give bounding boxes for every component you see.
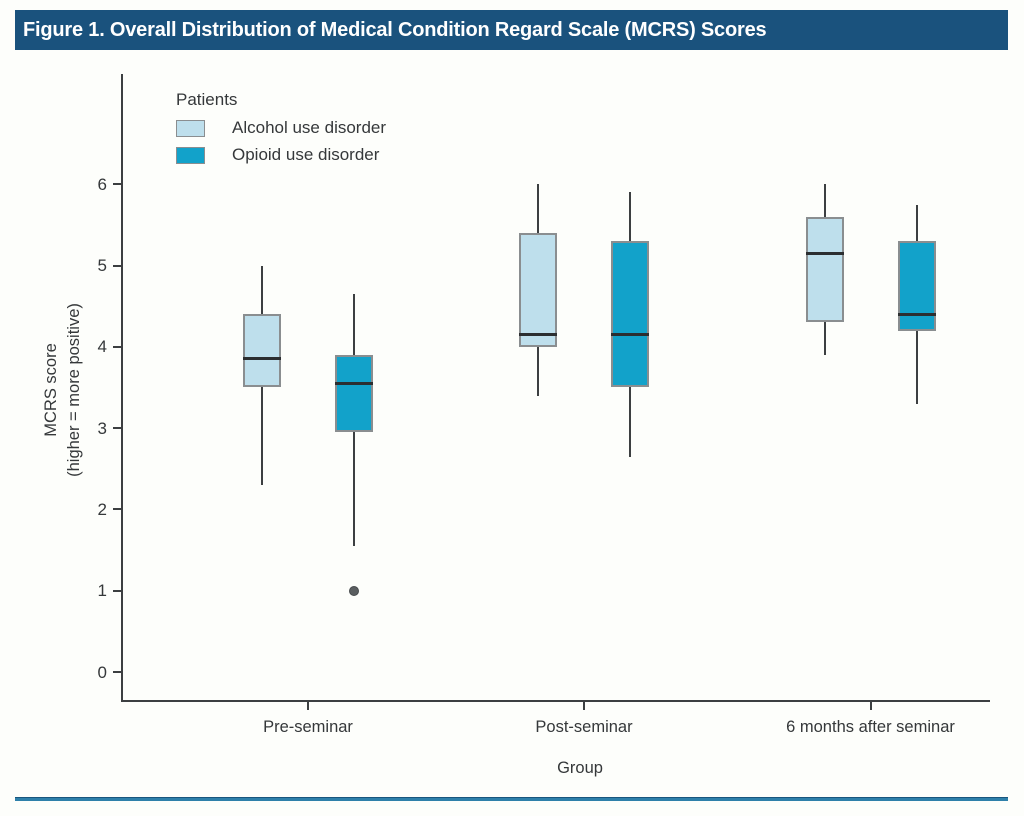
figure-title-banner: Figure 1. Overall Distribution of Medica…: [15, 10, 1008, 50]
boxplot-box: [805, 216, 844, 323]
y-tick-label: 6: [97, 174, 107, 194]
y-tick-mark: [113, 264, 121, 267]
y-axis-title-line1: MCRS score: [42, 343, 60, 437]
median-line: [897, 312, 936, 316]
y-tick-label: 1: [97, 581, 107, 601]
x-tick-mark: [583, 702, 585, 710]
opioid-swatch-icon: [176, 146, 205, 164]
y-tick-mark: [113, 508, 121, 511]
y-axis-title: MCRS score (higher = more positive): [40, 303, 86, 477]
median-line: [805, 251, 844, 255]
y-tick-label: 2: [97, 499, 107, 519]
y-tick-mark: [113, 671, 121, 673]
y-tick-mark: [113, 183, 121, 186]
outlier-point: [349, 585, 359, 596]
legend: Patients Alcohol use disorder Opioid use…: [176, 89, 386, 165]
median-line: [243, 357, 281, 361]
y-axis-title-line2: (higher = more positive): [65, 303, 83, 477]
x-axis-title: Group: [557, 759, 603, 777]
legend-item-opioid: Opioid use disorder: [176, 145, 386, 165]
figure-title: Figure 1. Overall Distribution of Medica…: [23, 18, 767, 41]
x-category-label: Post-seminar: [535, 718, 633, 736]
legend-item-alcohol: Alcohol use disorder: [176, 118, 386, 138]
alcohol-swatch-icon: [176, 119, 205, 137]
y-tick-mark: [113, 427, 121, 430]
median-line: [335, 381, 373, 385]
x-tick-mark: [307, 702, 309, 710]
legend-label-opioid: Opioid use disorder: [232, 145, 380, 164]
y-tick-mark: [113, 589, 121, 592]
bottom-rule: [15, 797, 1008, 801]
y-tick-label: 3: [97, 418, 107, 438]
y-tick-label: 4: [97, 337, 107, 357]
boxplot-box: [243, 314, 281, 388]
median-line: [611, 333, 649, 337]
boxplot-box: [897, 241, 936, 331]
boxplot-box: [611, 241, 649, 388]
x-tick-mark: [869, 702, 872, 710]
median-line: [519, 333, 557, 337]
x-category-label: 6 months after seminar: [786, 718, 955, 736]
boxplot-box: [335, 354, 373, 433]
legend-title: Patients: [176, 90, 238, 109]
y-tick-mark: [113, 345, 121, 348]
y-axis-line: [121, 74, 123, 702]
legend-label-alcohol: Alcohol use disorder: [232, 118, 387, 137]
y-tick-label: 5: [97, 256, 107, 275]
x-category-label: Pre-seminar: [263, 718, 353, 736]
x-axis-line: [121, 700, 990, 702]
boxplot-box: [519, 232, 557, 347]
y-tick-label: 0: [97, 662, 107, 682]
